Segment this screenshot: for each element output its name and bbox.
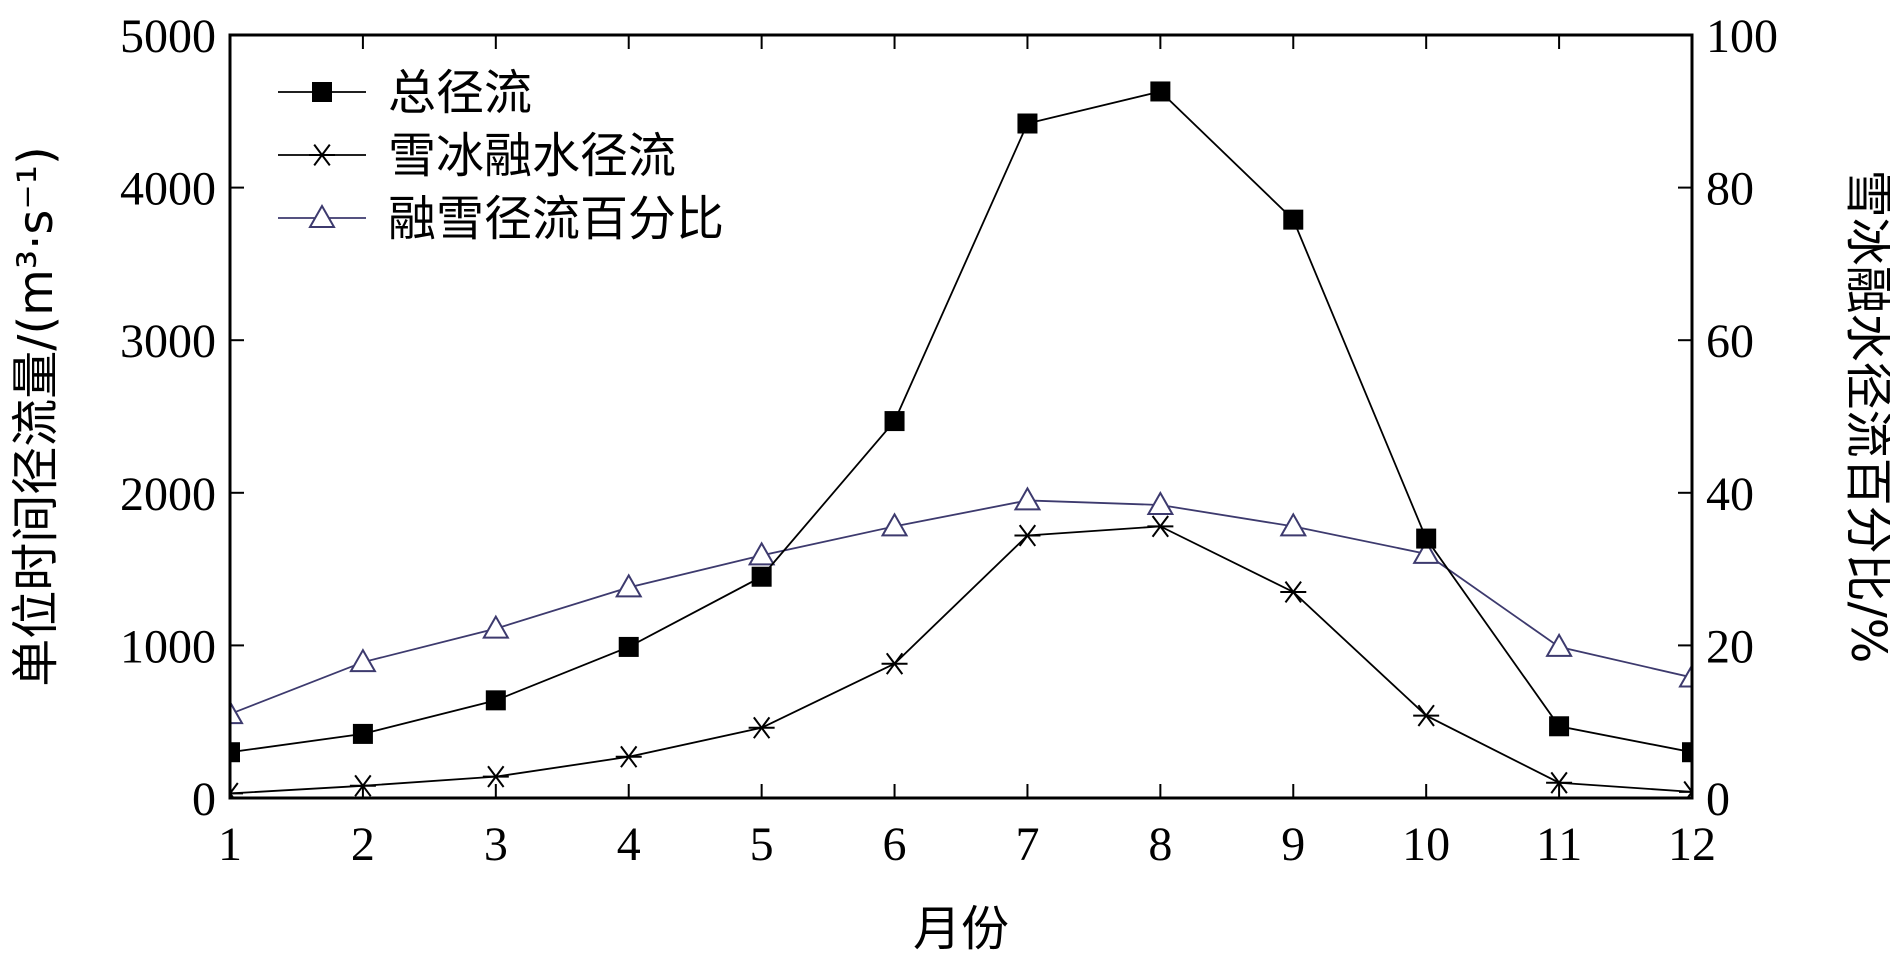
asterisk-stroke: [1284, 580, 1302, 603]
series-1-point: [1549, 716, 1570, 737]
legend-marker: [309, 144, 335, 166]
asterisk-stroke: [313, 144, 331, 166]
series-2-point: [1280, 580, 1307, 603]
series-1-point: [1416, 528, 1437, 549]
series-1-point: [230, 742, 240, 763]
series-3-point: [747, 541, 776, 566]
series-1-point: [1017, 113, 1038, 134]
x-tick-label: 11: [1536, 818, 1582, 871]
legend-label: 雪冰融水径流: [388, 128, 676, 184]
x-tick-label: 2: [351, 818, 375, 871]
series-2-point: [1147, 515, 1174, 538]
left-y-tick-label: 0: [192, 773, 216, 826]
series-1-point: [352, 723, 373, 744]
x-tick-label: 12: [1668, 818, 1716, 871]
series-2-point: [1014, 524, 1041, 547]
series-3-point: [1678, 663, 1692, 688]
right-y-tick-label: 40: [1706, 468, 1754, 521]
series-2-point: [1413, 704, 1440, 727]
right-y-tick-label: 0: [1706, 773, 1730, 826]
series-3-point: [615, 573, 643, 598]
series-3-point: [1279, 512, 1307, 537]
series-2-point: [1546, 771, 1573, 794]
series-1-point: [751, 566, 772, 587]
x-tick-label: 5: [750, 818, 774, 871]
asterisk-stroke: [1151, 515, 1169, 538]
series-3-line: [230, 499, 1692, 715]
asterisk-stroke: [1417, 704, 1435, 727]
series-1-point: [1150, 81, 1171, 102]
x-tick-label: 8: [1148, 818, 1172, 871]
left-y-tick-label: 3000: [120, 315, 216, 368]
asterisk-stroke: [1683, 780, 1692, 794]
legend-item: 雪冰融水径流: [278, 128, 676, 184]
series-1-point: [884, 411, 905, 432]
series-1-line: [230, 90, 1692, 754]
series-3-point: [1146, 490, 1175, 516]
series-layer: [230, 81, 1692, 798]
right-y-tick-label: 60: [1706, 315, 1754, 368]
asterisk-stroke: [487, 765, 505, 788]
asterisk-stroke: [753, 716, 771, 739]
legend-label: 总径流: [388, 65, 532, 121]
asterisk-stroke: [885, 652, 904, 675]
x-tick-label: 4: [617, 818, 641, 871]
series-2-point: [615, 745, 642, 768]
left-y-tick-label: 2000: [120, 468, 216, 521]
left-y-tick-label: 4000: [120, 163, 216, 216]
series-3-point: [1545, 632, 1573, 657]
asterisk-stroke: [1018, 524, 1037, 547]
right-y-axis-title: 雪冰融水径流百分比/%: [1840, 170, 1890, 664]
x-tick-label: 6: [883, 818, 907, 871]
series-3-point: [349, 648, 377, 673]
right-y-tick-label: 80: [1706, 163, 1754, 216]
x-tick-label: 1: [218, 818, 242, 871]
asterisk-stroke: [620, 745, 638, 768]
series-1-point: [485, 690, 506, 711]
series-3-point: [880, 512, 909, 537]
left-y-tick-label: 5000: [120, 10, 216, 63]
left-y-axis-title: 单位时间径流量/(m³·s⁻¹): [8, 146, 64, 686]
series-1-point: [1682, 742, 1692, 763]
series-1-point: [618, 636, 639, 657]
right-y-tick-label: 100: [1706, 10, 1778, 63]
legend-marker: [312, 82, 332, 102]
legend-item: 总径流: [278, 65, 532, 121]
plot-frame: [228, 33, 1694, 800]
asterisk-stroke: [1550, 771, 1568, 794]
axis-ticks: 1 2 3 4 5 6 7 8 9 10 11 120100020003000400050000204…: [120, 10, 1778, 871]
series-2-point: [482, 765, 509, 788]
series-3-point: [230, 700, 244, 725]
legend-marker: [308, 203, 336, 228]
x-tick-label: 3: [484, 818, 508, 871]
x-axis-title: 月份: [913, 901, 1009, 957]
legend-item: 融雪径流百分比: [278, 191, 724, 247]
series-2-line: [230, 525, 1692, 795]
right-y-tick-label: 20: [1706, 620, 1754, 673]
series-3-point: [1412, 539, 1440, 564]
series-1: [230, 81, 1692, 763]
series-1-point: [1283, 209, 1304, 230]
asterisk-stroke: [230, 782, 239, 796]
series-3-point: [482, 614, 510, 639]
series-2-point: [881, 652, 908, 675]
x-tick-label: 7: [1015, 818, 1039, 871]
series-2-point: [230, 782, 243, 798]
series-2-point: [748, 716, 775, 739]
legend-label: 融雪径流百分比: [388, 191, 724, 247]
series-2: [230, 515, 1692, 798]
series-3: [230, 486, 1692, 725]
series-2-point: [1679, 780, 1692, 798]
left-y-tick-label: 1000: [120, 620, 216, 673]
x-tick-label: 9: [1281, 818, 1305, 871]
x-tick-label: 10: [1402, 818, 1450, 871]
series-3-point: [1013, 486, 1042, 511]
